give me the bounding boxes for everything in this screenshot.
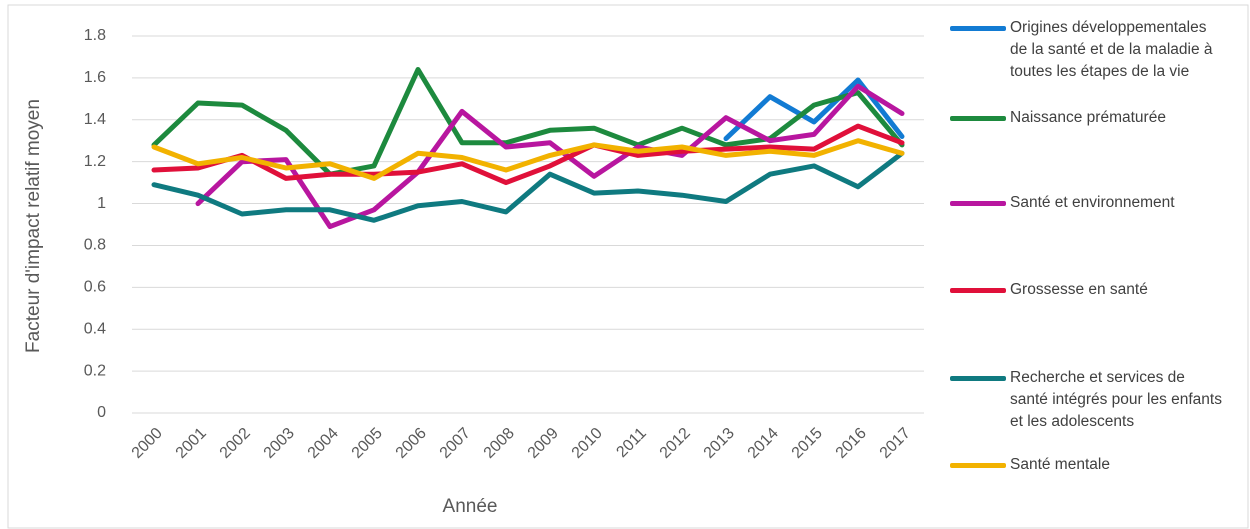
legend-swatch <box>950 288 1006 293</box>
legend-label: Santé et environnement <box>1010 194 1175 211</box>
x-tick-label: 2005 <box>349 425 386 462</box>
x-tick-label: 2007 <box>437 425 474 462</box>
x-tick-label: 2017 <box>877 425 914 462</box>
x-tick-label: 2010 <box>569 425 606 462</box>
y-tick-label: 1.4 <box>84 111 106 128</box>
series-line <box>195 83 905 230</box>
legend-swatch <box>950 201 1006 206</box>
legend-item: Santé mentale <box>950 454 1225 476</box>
legend-label: Naissance prématurée <box>1010 109 1166 126</box>
legend-item: Grossesse en santé <box>950 279 1225 301</box>
y-tick-label: 0.8 <box>84 237 106 254</box>
x-tick-label: 2001 <box>173 425 210 462</box>
x-axis-title: Année <box>443 496 498 517</box>
y-tick-label: 0 <box>97 404 106 421</box>
y-tick-label: 0.2 <box>84 362 106 379</box>
y-tick-label: 0.6 <box>84 279 106 296</box>
x-tick-label: 2006 <box>393 425 430 462</box>
legend-item: Recherche et services de santé intégrés … <box>950 367 1225 433</box>
y-tick-label: 1.2 <box>84 153 106 170</box>
y-tick-label: 1.8 <box>84 27 106 44</box>
legend-label: Recherche et services de santé intégrés … <box>1010 369 1222 430</box>
x-tick-label: 2015 <box>789 425 826 462</box>
legend-swatch <box>950 116 1006 121</box>
legend-item: Naissance prématurée <box>950 107 1225 129</box>
chart-border <box>7 4 1249 529</box>
series-line <box>151 150 905 223</box>
x-tick-label: 2014 <box>745 425 782 462</box>
x-tick-label: 2013 <box>701 425 738 462</box>
legend-item: Santé et environnement <box>950 192 1225 214</box>
legend-swatch <box>950 376 1006 381</box>
series-line <box>723 77 905 142</box>
series-line <box>151 67 905 177</box>
x-tick-label: 2000 <box>129 425 166 462</box>
y-tick-label: 1.6 <box>84 69 106 86</box>
y-tick-label: 0.4 <box>84 320 106 337</box>
legend-swatch <box>950 463 1006 468</box>
legend-label: Grossesse en santé <box>1010 281 1148 298</box>
x-tick-label: 2012 <box>657 425 694 462</box>
x-tick-label: 2004 <box>305 425 342 462</box>
legend-item: Origines développementales de la santé e… <box>950 17 1225 83</box>
x-tick-label: 2003 <box>261 425 298 462</box>
x-tick-label: 2009 <box>525 425 562 462</box>
y-tick-label: 1 <box>97 195 106 212</box>
legend-label: Santé mentale <box>1010 456 1110 473</box>
x-tick-label: 2008 <box>481 425 518 462</box>
x-tick-label: 2016 <box>833 425 870 462</box>
legend-swatch <box>950 26 1006 31</box>
series-line <box>151 123 905 186</box>
y-axis-title: Facteur d'impact relatif moyen <box>23 99 44 353</box>
legend-label: Origines développementales de la santé e… <box>1010 19 1213 80</box>
x-tick-label: 2002 <box>217 425 254 462</box>
x-tick-label: 2011 <box>613 425 649 461</box>
series-line <box>151 138 905 181</box>
